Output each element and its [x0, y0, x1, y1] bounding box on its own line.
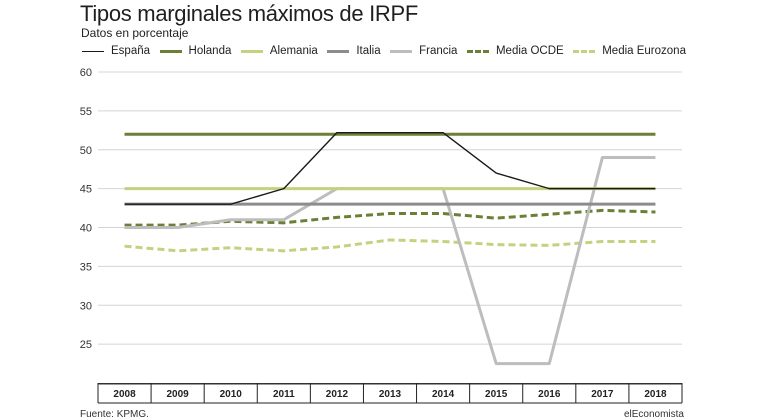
legend-label: Holanda [188, 45, 232, 57]
x-tick-label: 2015 [485, 389, 508, 400]
y-tick-label: 45 [80, 184, 92, 196]
x-axis-line [98, 383, 682, 385]
x-tick-label: 2013 [379, 389, 402, 400]
x-tick-label: 2009 [167, 389, 190, 400]
series-line-media-eurozona [124, 238, 656, 253]
legend-swatch [390, 49, 413, 53]
x-tick-label: 2014 [432, 389, 455, 400]
legend-item: Alemania [240, 45, 318, 57]
x-tick-label: 2018 [644, 389, 667, 400]
x-tick-label: 2012 [326, 389, 349, 400]
legend-swatch [240, 49, 263, 53]
y-tick-label: 35 [80, 261, 92, 273]
chart-title: Tipos marginales máximos de IRPF [80, 1, 419, 26]
legend-swatch [573, 49, 596, 53]
x-tick-label: 2016 [538, 389, 561, 400]
legend-label: España [111, 45, 151, 57]
legend-item: Holanda [159, 45, 232, 57]
y-tick-label: 50 [80, 145, 92, 157]
chart-subtitle: Datos en porcentaje [81, 26, 189, 40]
legend-item: Media OCDE [466, 45, 564, 57]
legend-item: Media Eurozona [573, 45, 686, 57]
y-tick-label: 55 [80, 106, 92, 118]
series-line-españa [124, 131, 656, 205]
y-tick-label: 30 [80, 300, 92, 312]
chart-legend: España Holanda Alemania Italia Francia Media … [82, 43, 686, 59]
x-tick-label: 2008 [113, 389, 136, 400]
source-note: Fuente: KPMG. [80, 409, 149, 420]
x-tick-label: 2017 [591, 389, 614, 400]
legend-item: España [82, 45, 150, 57]
legend-swatch [327, 49, 350, 53]
legend-swatch [159, 49, 182, 53]
legend-label: Francia [419, 45, 458, 57]
brand-credit: elEconomista [623, 409, 684, 420]
legend-item: Francia [390, 45, 457, 57]
legend-label: Alemania [269, 45, 318, 57]
x-tick-label: 2011 [273, 389, 295, 400]
legend-swatch [466, 49, 489, 53]
y-tick-label: 40 [80, 223, 92, 235]
legend-swatch [82, 50, 104, 52]
legend-label: Media Eurozona [602, 45, 686, 57]
y-tick-label: 60 [80, 67, 92, 79]
x-tick-label: 2010 [220, 389, 243, 400]
legend-label: Media OCDE [495, 45, 564, 57]
y-tick-label: 25 [80, 339, 92, 351]
legend-label: Italia [356, 45, 381, 57]
legend-item: Italia [327, 45, 381, 57]
